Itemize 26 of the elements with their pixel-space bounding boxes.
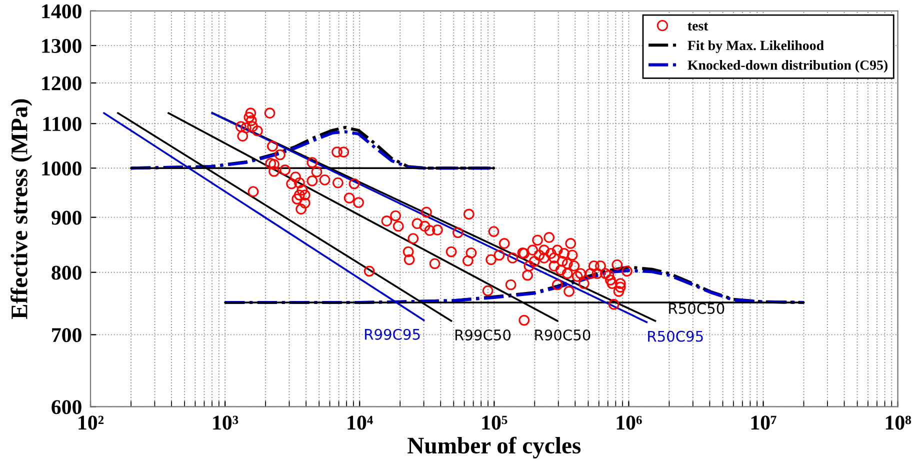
- x-tick-label: 10⁵: [482, 416, 508, 430]
- x-axis-title: Number of cycles: [408, 436, 581, 458]
- x-tick-label: 10³: [213, 416, 238, 430]
- y-tick-label: 600: [52, 400, 82, 414]
- y-tick-label: 1000: [42, 161, 82, 176]
- y-tick-label: 1300: [42, 38, 82, 53]
- series-label: R99C50: [455, 329, 511, 341]
- x-tick-label: 10²: [78, 416, 104, 430]
- y-tick-label: 1400: [42, 4, 82, 18]
- legend-label: Fit by Max. Likelihood: [688, 40, 824, 54]
- series-label: R99C95: [365, 328, 420, 340]
- y-tick-label: 1200: [42, 76, 82, 90]
- series-label: R50C95: [648, 330, 703, 342]
- x-tick-label: 10⁸: [886, 416, 912, 430]
- y-tick-label: 1100: [43, 116, 82, 132]
- legend-label: test: [688, 22, 708, 31]
- x-tick-label: 10⁶: [616, 416, 642, 430]
- x-tick-label: 10⁴: [348, 416, 373, 430]
- legend-label: Knocked-down distribution (C95): [688, 60, 888, 73]
- x-tick-label: 10⁷: [751, 416, 776, 430]
- y-tick-label: 700: [52, 328, 82, 342]
- y-axis-title: Effective stress (MPa): [10, 99, 32, 319]
- y-tick-label: 800: [52, 266, 82, 280]
- series-label: R50C50: [669, 302, 724, 314]
- y-tick-label: 900: [52, 210, 82, 225]
- series-label: R90C50: [535, 329, 590, 341]
